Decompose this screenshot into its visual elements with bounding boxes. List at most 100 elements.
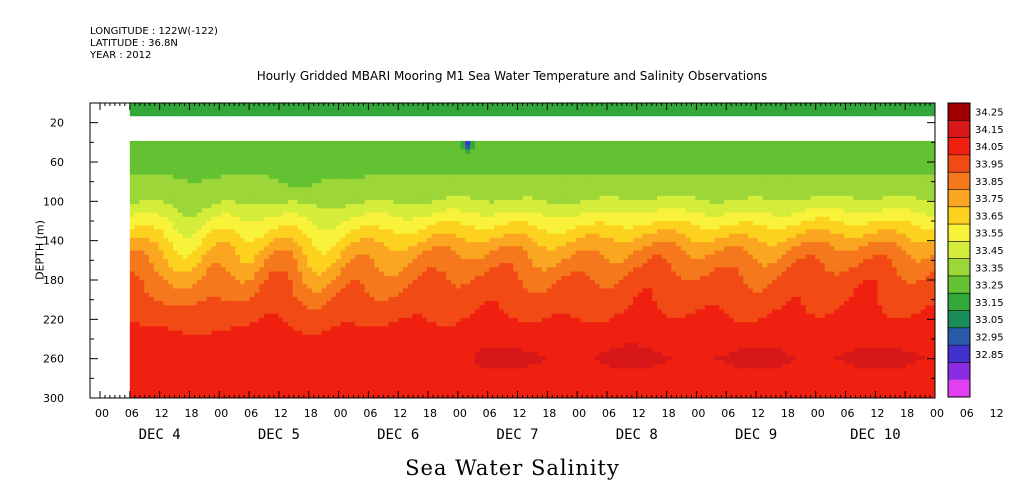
heatmap-cell	[441, 343, 447, 349]
heatmap-cell	[259, 343, 265, 349]
heatmap-cell	[259, 372, 265, 378]
heatmap-cell	[494, 322, 500, 327]
heatmap-cell	[484, 389, 490, 395]
heatmap-cell	[283, 288, 289, 294]
heatmap-cell	[465, 372, 471, 378]
heatmap-cell	[340, 326, 347, 332]
heatmap-cell	[244, 162, 251, 167]
heatmap-cell	[230, 275, 236, 281]
heatmap-cell	[311, 309, 318, 315]
heatmap-cell	[302, 296, 308, 302]
heatmap-cell	[307, 242, 313, 247]
heatmap-cell	[287, 162, 294, 167]
heatmap-cell	[158, 347, 164, 353]
heatmap-cell	[398, 187, 404, 193]
heatmap-cell	[470, 389, 476, 395]
heatmap-cell	[129, 313, 136, 319]
heatmap-cell	[249, 364, 256, 370]
heatmap-cell	[407, 216, 414, 222]
heatmap-cell	[148, 233, 155, 239]
heatmap-cell	[153, 292, 160, 298]
heatmap-cell	[216, 254, 222, 260]
heatmap-cell	[321, 250, 327, 256]
heatmap-cell	[292, 372, 299, 378]
heatmap-cell	[230, 389, 236, 395]
heatmap-cell	[311, 284, 318, 290]
heatmap-cell	[172, 208, 179, 214]
heatmap-cell	[455, 334, 462, 340]
heatmap-cell	[278, 301, 284, 306]
heatmap-cell	[206, 162, 212, 167]
heatmap-cell	[264, 178, 270, 184]
heatmap-cell	[235, 263, 241, 268]
heatmap-cell	[398, 237, 404, 243]
heatmap-cell	[321, 174, 327, 180]
heatmap-cell	[331, 237, 337, 243]
heatmap-cell	[316, 334, 323, 340]
heatmap-cell	[201, 360, 208, 365]
heatmap-cell	[144, 157, 150, 163]
heatmap-cell	[201, 204, 208, 209]
heatmap-cell	[422, 103, 428, 108]
heatmap-cell	[494, 221, 500, 226]
heatmap-cell	[494, 288, 500, 294]
heatmap-cell	[268, 153, 275, 159]
heatmap-cell	[479, 305, 486, 311]
heatmap-cell	[359, 103, 366, 108]
heatmap-cell	[479, 271, 486, 277]
heatmap-cell	[431, 208, 438, 214]
heatmap-cell	[230, 330, 236, 336]
heatmap-cell	[484, 296, 490, 302]
heatmap-cell	[211, 284, 217, 290]
heatmap-cell	[240, 334, 246, 340]
heatmap-cell	[177, 204, 184, 209]
heatmap-cell	[446, 301, 452, 306]
heatmap-cell	[407, 305, 414, 311]
heatmap-cell	[398, 174, 404, 180]
heatmap-cell	[426, 334, 433, 340]
heatmap-cell	[182, 229, 188, 235]
heatmap-cell	[230, 250, 236, 256]
heatmap-cell	[355, 162, 361, 167]
heatmap-cell	[287, 280, 294, 285]
heatmap-cell	[412, 178, 418, 184]
heatmap-cell	[455, 225, 462, 231]
heatmap-cell	[446, 153, 452, 159]
heatmap-cell	[158, 166, 164, 172]
heatmap-cell	[393, 288, 399, 294]
heatmap-cell	[470, 208, 476, 214]
heatmap-cell	[139, 233, 145, 239]
heatmap-cell	[383, 347, 390, 353]
heatmap-cell	[144, 233, 150, 239]
heatmap-cell	[235, 372, 241, 378]
heatmap-cell	[316, 360, 323, 365]
heatmap-cell	[446, 275, 452, 281]
heatmap-cell	[144, 216, 150, 222]
heatmap-cell	[264, 233, 270, 239]
heatmap-cell	[144, 385, 150, 391]
heatmap-cell	[264, 334, 270, 340]
heatmap-cell	[374, 309, 380, 315]
heatmap-cell	[283, 322, 289, 327]
heatmap-cell	[331, 351, 337, 357]
heatmap-cell	[177, 322, 184, 327]
heatmap-cell	[192, 242, 198, 247]
heatmap-cell	[187, 284, 193, 290]
heatmap-cell	[494, 187, 500, 193]
heatmap-cell	[426, 339, 433, 344]
heatmap-cell	[153, 376, 160, 382]
heatmap-cell	[407, 364, 414, 370]
heatmap-cell	[297, 140, 303, 146]
heatmap-cell	[201, 107, 208, 113]
heatmap-cell	[273, 334, 279, 340]
heatmap-cell	[436, 174, 442, 180]
heatmap-cell	[374, 334, 380, 340]
heatmap-cell	[129, 221, 136, 226]
heatmap-cell	[283, 212, 289, 218]
heatmap-cell	[187, 271, 193, 277]
heatmap-cell	[292, 339, 299, 344]
heatmap-cell	[331, 263, 337, 268]
heatmap-cell	[148, 364, 155, 370]
heatmap-cell	[417, 208, 423, 214]
heatmap-cell	[436, 216, 442, 222]
